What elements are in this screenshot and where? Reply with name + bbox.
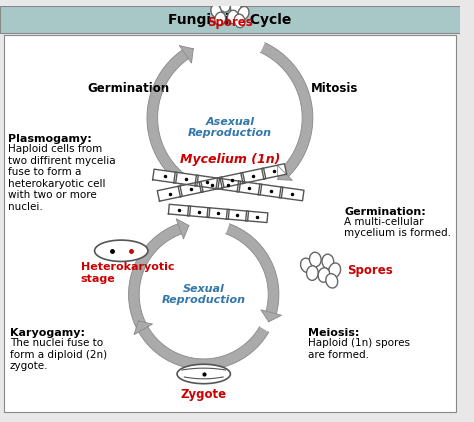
Text: A multi-cellular
mycelium is formed.: A multi-cellular mycelium is formed. bbox=[345, 217, 451, 238]
Text: Mitosis: Mitosis bbox=[311, 82, 358, 95]
Ellipse shape bbox=[301, 258, 312, 273]
Ellipse shape bbox=[220, 0, 230, 12]
Ellipse shape bbox=[310, 252, 321, 267]
Polygon shape bbox=[138, 327, 269, 370]
Ellipse shape bbox=[322, 254, 334, 269]
Text: Zygote: Zygote bbox=[181, 387, 227, 400]
Ellipse shape bbox=[211, 5, 222, 18]
Text: The nuclei fuse to
form a diploid (2n)
zygote.: The nuclei fuse to form a diploid (2n) z… bbox=[9, 338, 107, 371]
Ellipse shape bbox=[238, 6, 249, 20]
Polygon shape bbox=[176, 219, 189, 239]
Text: Heterokaryotic
stage: Heterokaryotic stage bbox=[81, 262, 174, 284]
Polygon shape bbox=[226, 224, 279, 314]
Text: Karyogamy:: Karyogamy: bbox=[9, 328, 85, 338]
Polygon shape bbox=[260, 43, 313, 176]
Polygon shape bbox=[261, 310, 282, 322]
Polygon shape bbox=[241, 168, 266, 184]
Text: Sexual
Reproduction: Sexual Reproduction bbox=[162, 284, 246, 305]
Ellipse shape bbox=[177, 364, 230, 384]
Polygon shape bbox=[168, 204, 191, 216]
Polygon shape bbox=[188, 206, 210, 217]
Polygon shape bbox=[207, 208, 229, 219]
Ellipse shape bbox=[230, 0, 241, 14]
Text: Germination: Germination bbox=[87, 82, 169, 95]
Ellipse shape bbox=[318, 268, 330, 282]
Polygon shape bbox=[277, 165, 292, 180]
Ellipse shape bbox=[307, 266, 318, 280]
Polygon shape bbox=[262, 164, 287, 179]
Ellipse shape bbox=[215, 12, 226, 26]
Polygon shape bbox=[227, 209, 248, 221]
Polygon shape bbox=[246, 211, 268, 222]
Polygon shape bbox=[157, 186, 182, 201]
Text: Germination:: Germination: bbox=[345, 207, 426, 217]
Polygon shape bbox=[147, 50, 189, 186]
Polygon shape bbox=[134, 321, 153, 335]
Polygon shape bbox=[128, 224, 182, 332]
Text: Spores: Spores bbox=[207, 16, 253, 29]
Polygon shape bbox=[174, 172, 198, 186]
Ellipse shape bbox=[329, 263, 341, 277]
FancyBboxPatch shape bbox=[0, 6, 460, 33]
Text: Plasmogamy:: Plasmogamy: bbox=[8, 134, 91, 144]
Text: Meiosis:: Meiosis: bbox=[309, 328, 360, 338]
Polygon shape bbox=[178, 181, 203, 197]
Polygon shape bbox=[280, 187, 304, 201]
Ellipse shape bbox=[326, 274, 337, 288]
Polygon shape bbox=[237, 181, 262, 195]
Text: Mycelium (1n): Mycelium (1n) bbox=[180, 153, 280, 166]
Text: Spores: Spores bbox=[347, 264, 393, 277]
Polygon shape bbox=[216, 178, 241, 192]
Ellipse shape bbox=[234, 14, 245, 27]
Polygon shape bbox=[220, 173, 245, 188]
FancyBboxPatch shape bbox=[4, 35, 456, 412]
Text: Haploid (1n) spores
are formed.: Haploid (1n) spores are formed. bbox=[309, 338, 410, 360]
Text: Haploid cells from
two diffirent mycelia
fuse to form a
heterokaryotic cell
with: Haploid cells from two diffirent mycelia… bbox=[8, 144, 115, 212]
Text: Fungi Life Cycle: Fungi Life Cycle bbox=[168, 13, 292, 27]
Polygon shape bbox=[195, 175, 219, 189]
Polygon shape bbox=[179, 46, 193, 63]
Ellipse shape bbox=[95, 240, 148, 262]
Text: Asexual
Reproduction: Asexual Reproduction bbox=[188, 117, 272, 138]
Ellipse shape bbox=[228, 10, 238, 24]
Polygon shape bbox=[258, 184, 283, 198]
Polygon shape bbox=[153, 169, 177, 183]
Polygon shape bbox=[199, 177, 224, 192]
